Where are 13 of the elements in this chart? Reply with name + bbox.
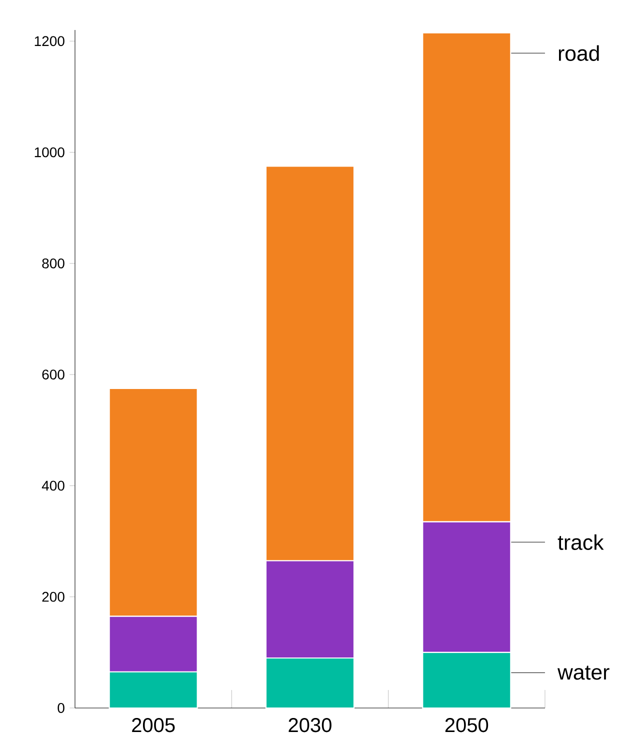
text: track <box>558 534 604 550</box>
text: road <box>558 45 599 61</box>
y-tick-label: 600 <box>42 370 64 380</box>
x-tick-label: 2005 <box>132 718 175 732</box>
y-tick-label: 800 <box>42 258 64 268</box>
x-tick-label: 2050 <box>445 718 488 732</box>
x-tick-label: 2030 <box>288 718 332 732</box>
y-tick-label: 200 <box>42 592 64 602</box>
text: water <box>558 666 610 680</box>
y-tick-label: 1200 <box>34 36 64 46</box>
y-tick-label: 400 <box>42 480 64 491</box>
y-tick-label: 1000 <box>34 147 64 158</box>
y-tick-label: 0 <box>58 703 64 713</box>
